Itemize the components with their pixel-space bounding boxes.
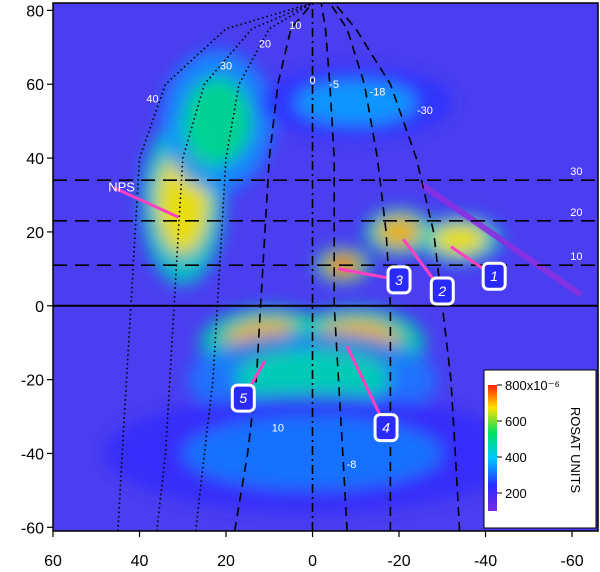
y-axis-tick-label: -40: [21, 446, 44, 463]
x-axis-tick-label: -40: [474, 553, 497, 570]
longitude-curve-label: -5: [329, 79, 339, 91]
annotation-number: 2: [437, 283, 446, 299]
y-axis-tick-label: 80: [26, 3, 44, 20]
grid-curve-labels: 40 30 20 10 0 -5 -18 -30 30 20 10 10 -8: [146, 20, 582, 471]
x-axis-tick-label: 20: [217, 553, 235, 570]
emission-blob: [234, 350, 391, 410]
x-axis-tick-label: 60: [44, 553, 62, 570]
annotation-pointer: [112, 186, 180, 219]
emission-blob: [433, 224, 486, 255]
curve-label-south: -8: [347, 459, 357, 471]
x-axis-tick-label: 0: [308, 553, 317, 570]
plot-frame: [52, 2, 599, 532]
longitude-curve: [320, 3, 348, 531]
y-axis-tick-label: 0: [35, 299, 44, 316]
longitude-curve: [329, 3, 392, 531]
colorbar-panel: [483, 369, 597, 529]
annotation-box: [373, 413, 399, 443]
latitude-line-label: 30: [570, 166, 582, 178]
annotation-box: [481, 261, 507, 291]
colorbar-legend: 800x10⁻⁶ 600 400 200 ROSAT UNITS: [483, 369, 597, 529]
longitude-curve-label: 30: [220, 60, 232, 72]
emission-blob: [377, 217, 421, 247]
y-axis-tick-label: 40: [26, 151, 44, 168]
latitude-line-label: 10: [570, 251, 582, 263]
y-axis-tick-label: -20: [21, 373, 44, 390]
colorbar-tick-label: 400: [505, 450, 527, 465]
region-annotations: NPS 1 2 3 4 5: [108, 180, 507, 443]
emission-blob: [295, 80, 417, 125]
coordinate-grid-overlay: [53, 3, 598, 531]
longitude-curve: [333, 3, 461, 531]
emission-blob: [182, 76, 252, 166]
annotation-number: 1: [490, 268, 498, 284]
longitude-curve-label: 20: [259, 38, 271, 50]
annotation-number: 4: [382, 420, 390, 436]
colorbar-ticks: 800x10⁻⁶ 600 400 200: [497, 378, 560, 501]
latitude-line-label: 20: [570, 207, 582, 219]
longitude-curve-label: 10: [289, 20, 301, 32]
colorbar-tick-label: 200: [505, 486, 527, 501]
y-axis-tick-label: 20: [26, 225, 44, 242]
x-axis-tick-label: -20: [387, 553, 410, 570]
curve-label-south: 10: [272, 422, 284, 434]
longitude-curve-label: -30: [417, 105, 433, 117]
y-axis-tick-label: -60: [21, 520, 44, 537]
annotation-number: 5: [239, 390, 247, 406]
annotation-box: [386, 265, 412, 295]
longitude-curve: [233, 3, 314, 531]
longitude-curve-label: -18: [369, 86, 385, 98]
colorbar-gradient: [488, 385, 497, 511]
scan-stripe-artifact: [418, 181, 583, 298]
x-axis-tick-label: 40: [131, 553, 149, 570]
y-axis-tick-label: 60: [26, 77, 44, 94]
colorbar-tick-label: 600: [505, 414, 527, 429]
heatmap-plot-area: 40 30 20 10 0 -5 -18 -30 30 20 10 10 -8 NPS 1 2 3 4 5: [53, 3, 598, 531]
longitude-curve-label: 40: [146, 94, 158, 106]
colorbar-tick-label: 800x10⁻⁶: [505, 378, 560, 393]
annotation-number: 3: [395, 272, 403, 288]
annotation-box: [230, 383, 256, 413]
colorbar-label: ROSAT UNITS: [568, 407, 583, 494]
longitude-curve-label: 0: [309, 75, 315, 87]
x-axis-tick-label: -60: [560, 553, 583, 570]
longitude-curve: [194, 3, 313, 531]
longitude-curve: [156, 3, 313, 531]
annotation-text-label: NPS: [108, 180, 135, 195]
annotation-box: [429, 276, 455, 306]
